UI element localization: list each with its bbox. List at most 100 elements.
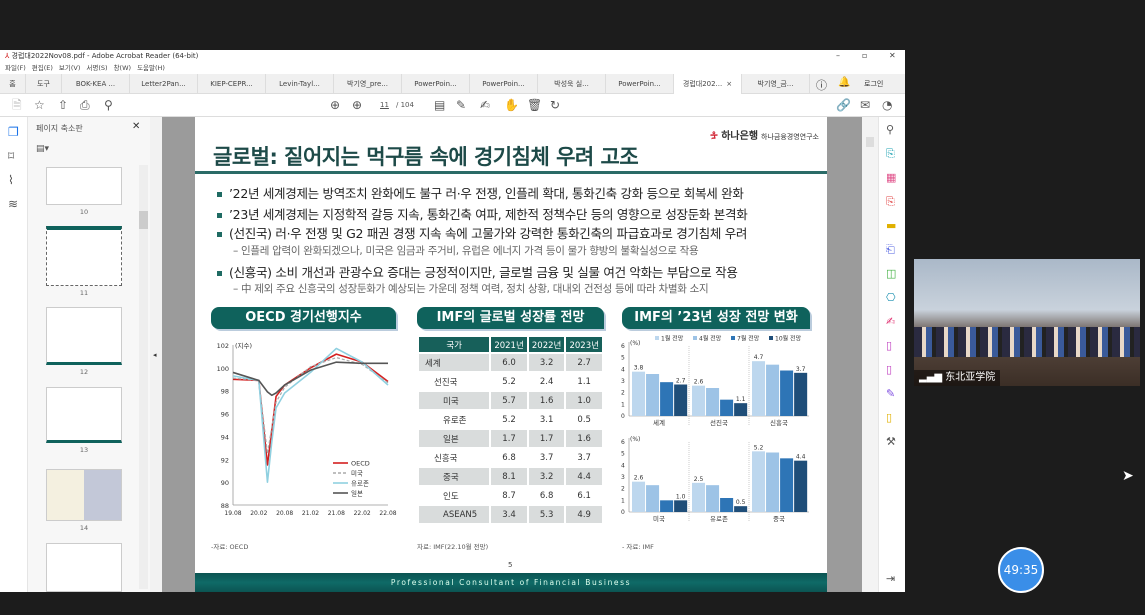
table-cell: 6.0 — [491, 354, 527, 371]
title-divider — [195, 171, 827, 174]
data-label: 5.2 — [754, 444, 764, 451]
video-feed[interactable]: ▂▄▆ 东北亚学院 — [914, 259, 1140, 386]
tab-document[interactable]: 박성욱 실... — [538, 74, 606, 94]
fill-sign-icon[interactable]: ✍ — [886, 315, 896, 328]
help-icon[interactable]: ⓘ — [816, 79, 827, 92]
more-tools-icon[interactable]: ⚒ — [886, 435, 896, 448]
comment-icon[interactable]: ▤ — [434, 98, 446, 112]
request-signature-icon[interactable]: ✎ — [886, 387, 896, 400]
protect-icon[interactable]: ▯ — [886, 411, 893, 424]
table-cell: 2.4 — [539, 376, 554, 387]
document-scrollbar[interactable] — [862, 117, 878, 592]
menu-sign[interactable]: 서명(S) — [86, 64, 108, 72]
account-icon[interactable]: ◔ — [882, 98, 893, 112]
bar-미국-0 — [632, 481, 646, 512]
minimize-button[interactable]: – — [836, 51, 840, 60]
organize-pages-icon[interactable]: ▦ — [886, 171, 897, 184]
tab-document[interactable]: PowerPoin... — [402, 74, 470, 94]
thumbnail-scrollbar[interactable] — [139, 165, 148, 589]
tab-document[interactable]: 박기영_금... — [742, 74, 810, 94]
tab-document[interactable]: Levin-Tayl... — [266, 74, 334, 94]
translate-icon[interactable]: ⎗ — [886, 243, 895, 256]
thumbnail-page-14[interactable] — [46, 469, 122, 521]
menu-view[interactable]: 보기(V) — [58, 64, 81, 72]
bell-icon[interactable]: 🔔 — [838, 77, 851, 88]
bar-선진국-3 — [734, 403, 748, 416]
section-header-oecd: OECD 경기선행지수 — [211, 307, 396, 329]
thumbnail-page-15[interactable] — [46, 543, 122, 592]
bar-미국-1 — [646, 485, 660, 512]
legend-label: 7월 전망 — [737, 335, 760, 343]
stamp-icon[interactable]: ✋ — [504, 98, 519, 112]
bookmark-star-icon[interactable]: ☆ — [34, 98, 45, 112]
legend-label: OECD — [351, 460, 370, 468]
x-tick-label: 20.02 — [250, 510, 267, 517]
collapse-tools-icon[interactable]: ⇥ — [886, 572, 896, 585]
prev-page-icon[interactable]: ⊕ — [330, 98, 341, 112]
next-page-icon[interactable]: ⊕ — [352, 98, 363, 112]
pen-icon[interactable]: ✎ — [456, 98, 467, 112]
create-pdf-icon[interactable]: ⎘ — [886, 195, 895, 208]
tab-document[interactable]: Letter2Pan... — [130, 74, 198, 94]
tab-document[interactable]: BOK-KEA ... — [62, 74, 130, 94]
thumbnail-page-11[interactable] — [46, 226, 122, 286]
tab-document[interactable]: 경럽대202... × — [674, 74, 742, 94]
meeting-timer[interactable]: 49:35 — [998, 547, 1044, 593]
close-tab-button[interactable]: × — [726, 80, 733, 88]
layers-icon[interactable]: ≋ — [8, 197, 19, 211]
compare-icon[interactable]: ◫ — [886, 267, 897, 280]
series-line-2 — [232, 347, 389, 483]
comment-tool-icon[interactable]: ▬ — [886, 219, 897, 232]
sign-icon[interactable]: ✍ — [480, 98, 491, 112]
delete-icon[interactable]: 🗑 — [527, 98, 543, 112]
tab-document[interactable]: KIEP-CEPR... — [198, 74, 266, 94]
title-bar: ⅄ 경럽대2022Nov08.pdf - Adobe Acrobat Reade… — [0, 50, 905, 62]
close-window-button[interactable]: ✕ — [889, 51, 896, 60]
upload-icon[interactable]: ⇧ — [58, 98, 69, 112]
tab-document[interactable]: PowerPoin... — [470, 74, 538, 94]
menu-edit[interactable]: 편집(E) — [31, 64, 53, 72]
table-cell: 6.8 — [539, 490, 554, 501]
table-row: 중국 8.1 3.2 4.4 — [419, 468, 602, 485]
edit-pdf-icon[interactable]: ▯ — [886, 339, 893, 352]
close-panel-button[interactable]: ✕ — [132, 121, 141, 132]
login-button[interactable]: 로그인 — [864, 80, 884, 88]
section-header-imf-table: IMF의 글로벌 성장률 전망 — [417, 307, 604, 329]
attachment-icon[interactable]: ⌇ — [8, 173, 14, 187]
sub-bullet: – 中 제외 주요 신흥국의 성장둔화가 예상되는 가운데 정책 여력, 정치 … — [233, 283, 709, 295]
thumbnail-page-12[interactable] — [46, 307, 122, 365]
tab-tools[interactable]: 도구 — [26, 74, 62, 94]
search-zoom-icon[interactable]: ⚲ — [886, 123, 895, 136]
bookmarks-icon[interactable]: ⌑ — [8, 149, 15, 163]
tab-home[interactable]: 홈 — [0, 74, 26, 94]
page-number-input[interactable]: 11 — [380, 101, 389, 109]
zoom-out-icon[interactable]: ⚲ — [104, 98, 113, 112]
series-line-3 — [232, 361, 388, 397]
thumbnail-page-10[interactable] — [46, 167, 122, 205]
table-row: 유로존 5.2 3.1 0.5 — [419, 411, 602, 428]
collapse-panel-handle[interactable]: ◂ — [150, 117, 162, 592]
page-thumbnails-icon[interactable]: ❐ — [8, 125, 19, 139]
thumbnail-options-icon[interactable]: ▤▾ — [36, 144, 50, 154]
y-tick-label: 98 — [221, 388, 229, 396]
form-icon[interactable]: ▯ — [886, 363, 893, 376]
menu-file[interactable]: 파일(F) — [5, 64, 26, 72]
maximize-button[interactable]: ▫ — [862, 51, 868, 60]
enhance-scan-icon[interactable]: ⎔ — [886, 291, 896, 304]
email-icon[interactable]: ✉ — [860, 98, 871, 112]
link-icon[interactable]: 🔗 — [836, 98, 851, 112]
y-axis-label: (%) — [630, 340, 640, 347]
x-tick-label: 22.08 — [379, 510, 396, 517]
tab-document[interactable]: PowerPoin... — [606, 74, 674, 94]
thumbnail-page-13[interactable] — [46, 387, 122, 443]
menu-window[interactable]: 창(W) — [113, 64, 132, 72]
table-row: 세계 6.0 3.2 2.7 — [419, 354, 602, 371]
print-icon[interactable]: ⎙ — [80, 98, 90, 112]
classroom-participants — [914, 327, 1140, 357]
tab-document[interactable]: 박기영_pre... — [334, 74, 402, 94]
table-row: ASEAN5 3.4 5.3 4.9 — [419, 506, 602, 523]
rotate-icon[interactable]: ↻ — [550, 98, 561, 112]
save-icon[interactable]: 🗎 — [12, 98, 22, 112]
menu-help[interactable]: 도움말(H) — [137, 64, 165, 72]
export-pdf-icon[interactable]: ⎘ — [886, 147, 895, 160]
